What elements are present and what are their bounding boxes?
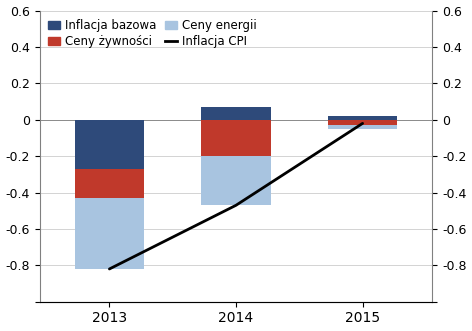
Bar	[75, 198, 144, 269]
Bar	[201, 107, 271, 120]
Bar	[328, 125, 397, 129]
Bar	[201, 120, 271, 156]
Bar	[75, 169, 144, 198]
Bar	[201, 156, 271, 205]
Bar	[75, 120, 144, 169]
Legend: Inflacja bazowa, Ceny żywności, Ceny energii, Inflacja CPI: Inflacja bazowa, Ceny żywności, Ceny ene…	[46, 17, 259, 51]
Bar	[328, 120, 397, 125]
Bar	[328, 116, 397, 120]
